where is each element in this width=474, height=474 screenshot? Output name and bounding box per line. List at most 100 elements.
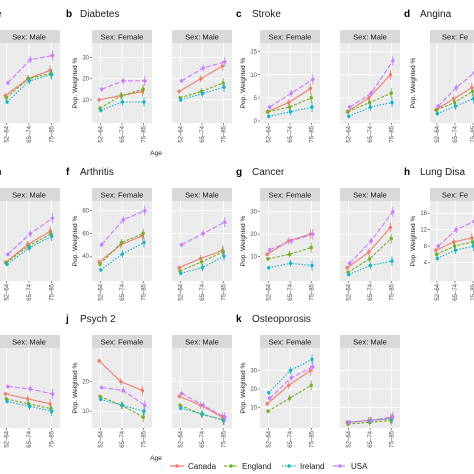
data-point-usa-b — [223, 60, 227, 64]
facet-strip-f-2 — [172, 188, 232, 201]
x-tick-label-g: 75–85 — [310, 283, 316, 300]
data-point-usa-h — [436, 244, 440, 248]
data-point-england-c — [389, 91, 393, 95]
x-tick-label-e: 65–74 — [27, 283, 33, 300]
data-point-canada-c — [308, 86, 313, 91]
data-point-canada-i — [26, 397, 30, 401]
facet-strip-label-g-1: Sex: Female — [269, 190, 312, 199]
data-point-usa-b — [121, 79, 125, 83]
data-point-usa-k — [369, 418, 373, 423]
y-tick-label-k: 30 — [250, 369, 257, 375]
data-point-usa-g — [347, 261, 352, 266]
data-point-usa-f — [121, 218, 125, 222]
y-tick-label-c: 15 — [250, 50, 257, 56]
data-point-usa-i — [6, 384, 10, 389]
x-tick-label-b: 75–85 — [142, 125, 148, 142]
data-point-usa-k — [289, 376, 293, 380]
data-point-ireland-f — [120, 252, 125, 256]
data-point-ireland-b — [222, 85, 226, 89]
y-tick-label-g: 10 — [250, 255, 257, 261]
data-point-england-f — [141, 231, 145, 236]
chart-b: b Diabetes Sex: Female 52–64 65–74 75–85 10 20 3… — [66, 9, 232, 157]
data-point-england-k — [287, 396, 292, 400]
data-point-england-f — [98, 262, 102, 266]
data-point-canada-b — [220, 64, 225, 68]
data-point-ireland-b — [99, 108, 103, 113]
panel-label-c: c — [236, 9, 242, 20]
legend-label-usa: USA — [351, 462, 368, 471]
x-tick-label-g: 52–64 — [266, 283, 272, 300]
facet-strip-g-1 — [260, 188, 320, 201]
x-tick-label-g: 52–64 — [346, 283, 352, 300]
facet-i-1: Sex: Male 52–64 65–74 75–85 — [0, 335, 60, 448]
data-point-england-g — [309, 245, 313, 250]
y-axis-label-k: Pop. Weighted % — [240, 362, 247, 413]
facet-strip-label-b-1: Sex: Female — [101, 32, 144, 41]
x-tick-label-c: 52–64 — [266, 125, 272, 142]
facet-strip-d-1 — [430, 30, 474, 43]
data-point-usa-k — [311, 365, 315, 369]
data-point-canada-h — [434, 248, 438, 252]
data-point-england-f — [199, 260, 204, 264]
data-point-usa-c — [311, 77, 315, 82]
data-point-ireland-c — [288, 110, 293, 114]
data-point-canada-k — [265, 402, 269, 406]
facet-strip-label-e-1: Sex: Male — [12, 190, 46, 199]
facet-f-1: Sex: Female 52–64 65–74 75–85 40 60 80 — [82, 188, 152, 301]
data-point-usa-b — [99, 87, 104, 91]
data-point-usa-f — [143, 208, 147, 213]
data-point-england-k — [266, 409, 270, 413]
x-tick-label-k: 75–85 — [310, 430, 316, 447]
y-axis-label-h: Pop. Weighted % — [410, 215, 417, 266]
legend-marker-england — [229, 464, 233, 468]
data-point-usa-i — [50, 392, 55, 396]
facet-e-1: Sex: Male 52–64 65–74 75–85 — [0, 188, 60, 301]
x-tick-label-e: 52–64 — [5, 283, 11, 300]
data-point-usa-c — [267, 105, 272, 109]
legend: Canada England Ireland USA — [170, 462, 368, 471]
data-point-ireland-c — [390, 100, 394, 105]
panel-label-k: k — [236, 314, 242, 325]
panel-label-f: f — [66, 167, 70, 178]
x-axis-label-b: Age — [150, 150, 162, 157]
data-point-ireland-f — [222, 254, 226, 258]
facet-j-2: Sex: Male 52–64 65–74 75–85 — [172, 335, 232, 448]
y-axis-label-f: Pop. Weighted % — [72, 215, 79, 266]
data-point-usa-f — [99, 243, 104, 247]
facet-strip-c-1 — [260, 30, 320, 43]
chart-title-j: Psych 2 — [80, 314, 116, 325]
data-point-ireland-j — [99, 397, 103, 402]
legend-marker-ireland — [287, 464, 291, 468]
facet-strip-j-1 — [92, 335, 152, 348]
facet-strip-j-2 — [172, 335, 232, 348]
facet-strip-label-a-1: Sex: Male — [12, 32, 46, 41]
x-tick-label-h: 65–74 — [453, 283, 459, 300]
data-point-usa-k — [267, 396, 272, 400]
data-point-ireland-f — [179, 271, 183, 276]
data-point-usa-a — [50, 53, 55, 58]
data-point-england-c — [309, 96, 313, 100]
x-tick-label-g: 65–74 — [288, 283, 294, 300]
chart-title-g: Cancer — [252, 167, 285, 178]
x-tick-label-k: 52–64 — [266, 430, 272, 447]
x-tick-label-c: 52–64 — [346, 125, 352, 142]
chart-k: k Osteoporosis Sex: Female 52–64 65–74 75–85 1… — [236, 314, 400, 448]
x-tick-label-j: 65–74 — [200, 430, 206, 447]
chart-a: e Sex: Male 52–64 65–74 75–85 — [0, 9, 60, 143]
x-tick-label-i: 75–85 — [49, 430, 55, 447]
panel-bg-e-1 — [0, 201, 60, 281]
facet-strip-g-2 — [340, 188, 400, 201]
data-point-canada-k — [287, 383, 291, 387]
chart-title-h: Lung Disa — [420, 167, 465, 178]
data-point-usa-e — [6, 252, 10, 257]
panel-label-d: d — [404, 9, 410, 20]
panel-label-b: b — [66, 9, 72, 20]
y-axis-label-d: Pop. Weighted % — [410, 57, 417, 108]
data-point-usa-c — [289, 91, 293, 95]
data-point-canada-c — [287, 100, 291, 105]
data-point-ireland-c — [267, 114, 271, 119]
series-line-ireland-f — [100, 242, 145, 271]
x-tick-label-j: 52–64 — [98, 430, 104, 447]
